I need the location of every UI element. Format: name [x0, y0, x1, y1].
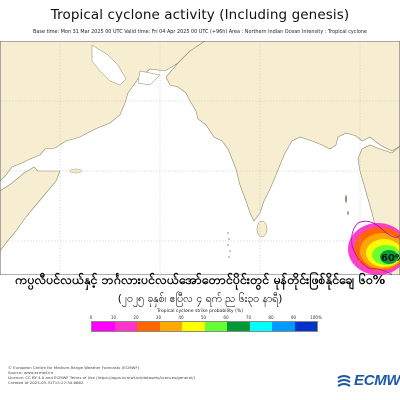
gulf-of-oman — [137, 70, 161, 86]
colorbar-tick: 40 — [178, 315, 184, 320]
map-canvas: 60% — [0, 41, 400, 275]
colorbar-tick: 80 — [268, 315, 274, 320]
sri-lanka-island — [256, 220, 268, 238]
ecmwf-swirl-icon — [337, 375, 351, 387]
colorbar-swatch — [182, 322, 205, 331]
colorbar — [91, 321, 318, 332]
footer-line: Licence: CC BY 4.0 and ECMWF Terms of Us… — [8, 375, 196, 380]
colorbar-swatch — [204, 322, 227, 331]
colorbar-tick: 30 — [155, 315, 162, 320]
colorbar-tick: 90 — [290, 315, 297, 320]
colorbar-tick: 70 — [245, 315, 252, 320]
colorbar-swatch — [227, 322, 250, 331]
colorbar-ticks: 0 10 20 30 40 50 60 70 80 90 100% — [0, 315, 400, 322]
colorbar-tick: 10 — [110, 315, 117, 320]
ecmwf-logo-text: ECMWF — [354, 371, 400, 389]
maldives-islands — [227, 232, 231, 258]
colorbar-swatch — [92, 322, 115, 331]
chart-title: Tropical cyclone activity (Including gen… — [50, 7, 350, 23]
footer-line: Created at 2025-03-31T15:27:30.6662 — [8, 380, 84, 385]
footer-line: © European Centre for Medium-Range Weath… — [8, 365, 140, 370]
colorbar-tick: 20 — [133, 315, 139, 320]
colorbar-tick: 50 — [200, 315, 207, 320]
map-panel: 60% — [0, 41, 400, 275]
colorbar-label: Tropical cyclone strike probability (%) — [156, 309, 244, 314]
colorbar-swatch — [159, 322, 182, 331]
ecmwf-logo: ECMWF — [336, 371, 400, 389]
burmese-headline: ကပ္ပလီပင်လယ်နှင့် ဘင်္ဂလားပင်လယ်အော်တောင… — [14, 272, 386, 287]
colorbar-swatch — [137, 322, 160, 331]
colorbar-swatch — [294, 322, 317, 331]
persian-gulf — [91, 44, 127, 86]
south-asia-land — [165, 41, 400, 222]
footer-credits: © European Centre for Medium-Range Weath… — [8, 365, 268, 385]
colorbar-swatch — [249, 322, 272, 331]
footer-line: Source: www.ecmwf.int — [8, 370, 54, 375]
colorbar-tick: 100% — [310, 315, 322, 320]
colorbar-swatch — [114, 322, 137, 331]
andaman-islands — [345, 195, 349, 215]
graticule — [0, 41, 400, 275]
colorbar-swatch — [272, 322, 295, 331]
cyclone-probability-hotspot — [348, 220, 400, 275]
colorbar-tick: 60 — [223, 315, 229, 320]
probability-label: 60% — [381, 253, 400, 264]
colorbar-tick: 0 — [89, 315, 93, 320]
burmese-date-line: (၂၀၂၅ ခုနှစ်၊ ဧပြီလ ၄ ရက် ည ၆း၃၀ နာရီ) — [117, 293, 283, 305]
chart-subtitle: Base time: Mon 31 Mar 2025 00 UTC Valid … — [33, 29, 367, 35]
